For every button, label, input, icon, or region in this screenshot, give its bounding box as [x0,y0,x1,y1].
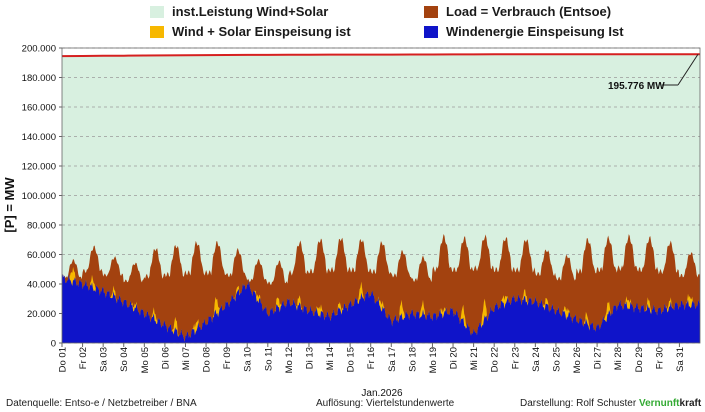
y-tick-label: 40.000 [27,280,56,291]
x-tick-label: Fr 09 [222,347,233,369]
legend-item-wind-solar: Wind + Solar Einspeisung ist [150,24,351,39]
x-tick-label: Di 13 [305,347,316,369]
annotation-leader [677,53,699,86]
legend-label-wind-solar: Wind + Solar Einspeisung ist [172,24,351,39]
y-tick-label: 0 [51,339,56,350]
y-tick-label: 160.000 [22,103,56,114]
x-tick-label: Do 29 [634,347,645,372]
x-tick-label: So 18 [407,347,418,372]
y-tick-label: 80.000 [27,221,56,232]
x-tick-label: Di 06 [160,347,171,369]
x-tick-label: Do 15 [346,347,357,372]
x-tick-label: Sa 10 [243,347,254,372]
legend-item-wind: Windenergie Einspeisung Ist [424,24,624,39]
y-axis-label: [P] = MW [2,177,17,233]
y-tick-label: 180.000 [22,73,56,84]
x-tick-label: Di 27 [593,347,604,369]
x-tick-label: Mo 19 [428,347,439,373]
x-tick-label: So 04 [119,347,130,372]
legend-swatch-wind-solar [150,25,164,38]
annotation-label: 195.776 MW [608,81,665,92]
y-tick-label: 120.000 [22,162,56,173]
footer-presentation-text: Darstellung: Rolf Schuster [520,398,637,409]
brand-black: kraft [679,398,702,409]
x-tick-label: Fr 23 [510,347,521,369]
x-tick-label: Fr 30 [654,347,665,369]
x-tick-label: Mo 12 [284,347,295,373]
x-tick-label: Do 08 [202,347,213,372]
legend-item-installed: inst.Leistung Wind+Solar [150,4,328,19]
footer-source: Datenquelle: Entso-e / Netzbetreiber / B… [6,398,197,409]
y-tick-label: 100.000 [22,191,56,202]
x-tick-label: Sa 24 [531,347,542,372]
x-tick-label: Mi 28 [613,347,624,370]
x-tick-label: Sa 17 [387,347,398,372]
x-tick-label: Sa 31 [675,347,686,372]
area-wind [62,274,700,343]
y-tick-label: 60.000 [27,250,56,261]
x-tick-label: Di 20 [449,347,460,369]
x-tick-label: Mo 05 [140,347,151,373]
legend-swatch-installed [150,5,164,18]
x-tick-label: Mi 21 [469,347,480,370]
legend-label-load: Load = Verbrauch (Entsoe) [446,4,612,19]
x-tick-label: Mo 26 [572,347,583,373]
legend: inst.Leistung Wind+Solar Load = Verbrauc… [0,4,705,44]
x-axis-label: Jan.2026 [361,388,403,399]
y-tick-label: 200.000 [22,44,56,55]
legend-swatch-load [424,5,438,18]
footer-resolution: Auflösung: Viertelstundenwerte [316,398,455,409]
axes: 0 20.000 40.000 60.000 80.000 100.000 120.000 1… [22,44,701,373]
x-tick-label: Mi 07 [181,347,192,370]
x-tick-label: Mi 14 [325,347,336,370]
legend-swatch-wind [424,25,438,38]
footer-presentation: Darstellung: Rolf Schuster Vernunftkraft [520,398,701,409]
y-tick-label: 140.000 [22,132,56,143]
x-tick-label: So 25 [551,347,562,372]
line-installed [61,53,700,58]
plot-area [61,47,700,344]
legend-item-load: Load = Verbrauch (Entsoe) [424,4,611,19]
x-tick-label: Fr 02 [78,347,89,369]
brand-green: Vernunft [638,398,680,409]
legend-label-installed: inst.Leistung Wind+Solar [172,4,329,19]
x-tick-label: Do 01 [58,347,69,372]
x-tick-label: Sa 03 [99,347,110,372]
x-tick-label: Do 22 [490,347,501,372]
x-tick-label: So 11 [263,347,274,371]
x-tick-label: Fr 16 [366,347,377,369]
y-tick-label: 20.000 [27,309,56,320]
legend-label-wind: Windenergie Einspeisung Ist [446,24,624,39]
